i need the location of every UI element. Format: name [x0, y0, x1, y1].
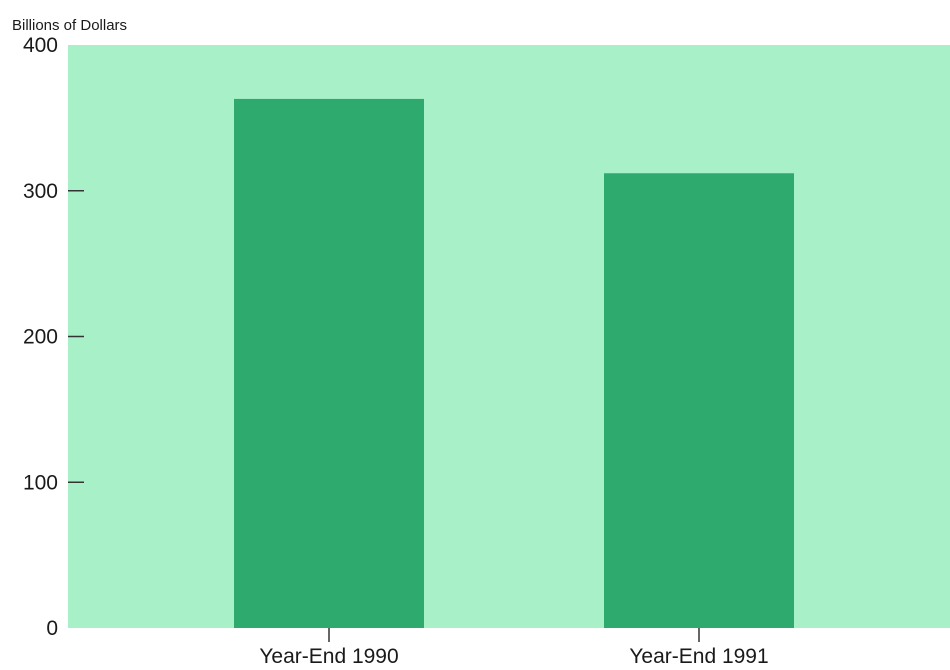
x-ticks: Year-End 1990 Year-End 1991 — [259, 628, 769, 668]
bars — [234, 98, 794, 629]
y-tick-label: 0 — [46, 617, 58, 640]
x-tick-label: Year-End 1990 — [259, 645, 398, 668]
y-axis-title: Billions of Dollars — [12, 17, 127, 34]
bar — [604, 173, 794, 628]
plot-area — [68, 45, 950, 628]
y-ticks: 0 100 200 300 400 — [23, 34, 84, 640]
y-tick-label: 200 — [23, 326, 58, 349]
x-tick-label: Year-End 1991 — [629, 645, 768, 668]
y-tick-label: 300 — [23, 180, 58, 203]
y-tick-label: 100 — [23, 471, 58, 494]
y-tick-label: 400 — [23, 34, 58, 57]
bar — [234, 98, 424, 629]
